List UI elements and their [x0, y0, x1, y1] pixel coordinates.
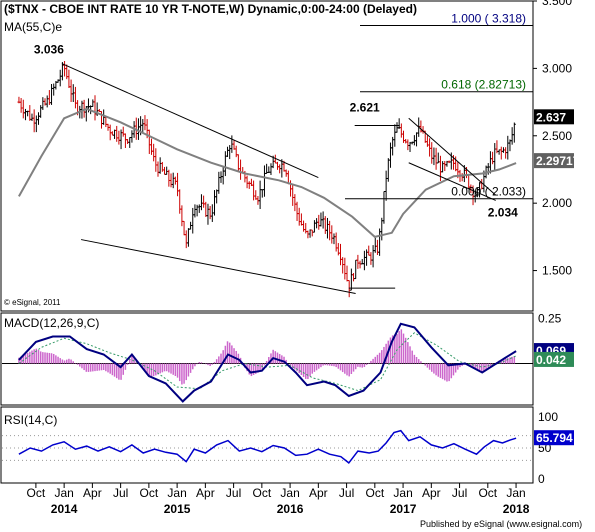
price-bar [512, 122, 516, 143]
year-label: 2016 [277, 502, 304, 516]
last-price-tag-bg [534, 109, 574, 125]
x-tick-label: Jul [339, 486, 354, 500]
year-label: 2018 [503, 502, 530, 516]
x-tick-label: Oct [140, 486, 159, 500]
x-tick-label: Oct [253, 486, 272, 500]
y-tick-label: 2.500 [542, 129, 572, 143]
trendline [408, 162, 496, 201]
year-label: 2014 [51, 502, 78, 516]
trendline [61, 63, 319, 179]
fib-level-label: 1.000 ( 3.318) [451, 12, 526, 26]
x-tick-label: Apr [422, 486, 441, 500]
macd-panel [0, 312, 534, 406]
rsi-panel [0, 406, 534, 484]
rsi-tick-label: 100 [538, 410, 558, 424]
price-panel [0, 0, 534, 312]
ma-value-tag-bg [534, 153, 574, 169]
macd-layer [2, 322, 533, 403]
copyright-text: © eSignal, 2011 [4, 298, 61, 307]
rsi-legend: RSI(14,C) [4, 413, 57, 427]
fib-level-label: 0.000 ( 2.033) [451, 185, 526, 199]
x-tick-label: Jan [54, 486, 73, 500]
x-tick-label: Jul [113, 486, 128, 500]
trendline [80, 239, 356, 294]
y-tick-label: 3.000 [542, 61, 572, 75]
rsi-value-tag-bg [534, 430, 574, 446]
y-tick-label: 2.000 [542, 196, 572, 210]
year-label: 2017 [390, 502, 417, 516]
macd-tick-label: 0.25 [538, 311, 562, 325]
rsi-layer [2, 429, 533, 464]
signal-line [18, 332, 517, 392]
macd-line [18, 322, 517, 403]
y-tick-label: 3.500 [542, 0, 572, 8]
rsi-line [18, 429, 517, 464]
price-annotation: 2.034 [488, 206, 518, 220]
trendline [408, 117, 497, 196]
chart-title: ($TNX - CBOE INT RATE 10 YR T-NOTE,W) Dy… [4, 2, 417, 16]
signal-value-tag: 0.042 [536, 353, 566, 367]
x-tick-label: Oct [478, 486, 497, 500]
x-tick-label: Oct [27, 486, 46, 500]
x-tick-label: Jan [280, 486, 299, 500]
published-by: Published by eSignal (www.esignal.com) [420, 519, 582, 529]
ma-value-tag: 2.297171 [536, 154, 586, 168]
ma55-line [18, 107, 517, 238]
x-tick-label: Oct [365, 486, 384, 500]
x-tick-label: Jan [393, 486, 412, 500]
price-annotation: 2.621 [350, 100, 380, 114]
axis-layer: 1.5002.0002.5003.0003.5000.251005002.637… [27, 0, 587, 516]
rsi-tick-label: 0 [538, 472, 545, 486]
x-tick-label: Jul [226, 486, 241, 500]
year-label: 2015 [164, 502, 191, 516]
x-tick-label: Jul [452, 486, 467, 500]
x-tick-label: Apr [309, 486, 328, 500]
rsi-value-tag: 65.794 [536, 431, 573, 445]
x-tick-label: Apr [196, 486, 215, 500]
price-layer: 1.000 ( 3.318) 0.618 (2.82713) 0.000 ( 2.0… [17, 12, 533, 298]
macd-legend: MACD(12,26,9,C) [4, 316, 99, 330]
y-tick-label: 1.500 [542, 264, 572, 278]
signal-value-tag-bg [534, 351, 574, 367]
fib-level-label: 0.618 (2.82713) [441, 78, 526, 92]
last-price-tag: 2.637 [536, 110, 566, 124]
x-tick-label: Jan [506, 486, 525, 500]
x-tick-label: Jan [167, 486, 186, 500]
ma-legend: MA(55,C)e [4, 20, 62, 34]
x-tick-label: Apr [83, 486, 102, 500]
price-annotation: 3.036 [34, 43, 64, 57]
